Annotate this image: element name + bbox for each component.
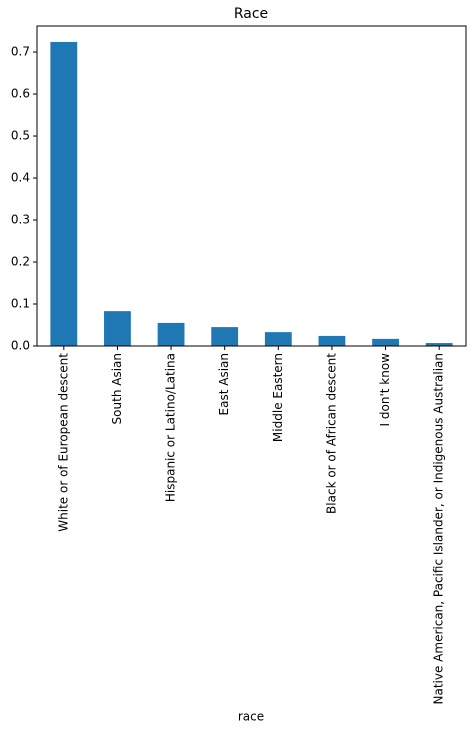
x-tick-label: Hispanic or Latino/Latina [164,353,178,502]
bar [318,335,346,346]
y-tick-label: 0.3 [11,213,30,227]
x-axis-label: race [238,710,264,724]
x-tick-label: White or of European descent [56,353,70,532]
x-tick-label: Black or of African descent [324,353,338,514]
x-tick-label: Native American, Pacific Islander, or In… [432,353,446,705]
bar [372,338,399,346]
x-tick-label: East Asian [217,353,231,415]
bar [50,41,78,346]
y-tick-label: 0.6 [11,87,30,101]
y-tick-label: 0.7 [11,45,30,59]
x-tick-label: I don't know [378,353,392,427]
x-tick-label: South Asian [110,353,124,424]
y-tick-label: 0.2 [11,255,30,269]
bar [104,311,131,346]
chart-title: Race [234,6,268,22]
y-tick-label: 0.4 [11,171,30,185]
y-tick-label: 0.5 [11,129,30,143]
bar [264,332,292,346]
plot-frame [36,25,467,347]
bar [157,322,185,346]
y-tick-label: 0.0 [11,339,30,353]
y-tick-label: 0.1 [11,297,30,311]
bar [211,327,239,346]
x-tick-label: Middle Eastern [271,353,285,442]
bar [425,343,453,346]
